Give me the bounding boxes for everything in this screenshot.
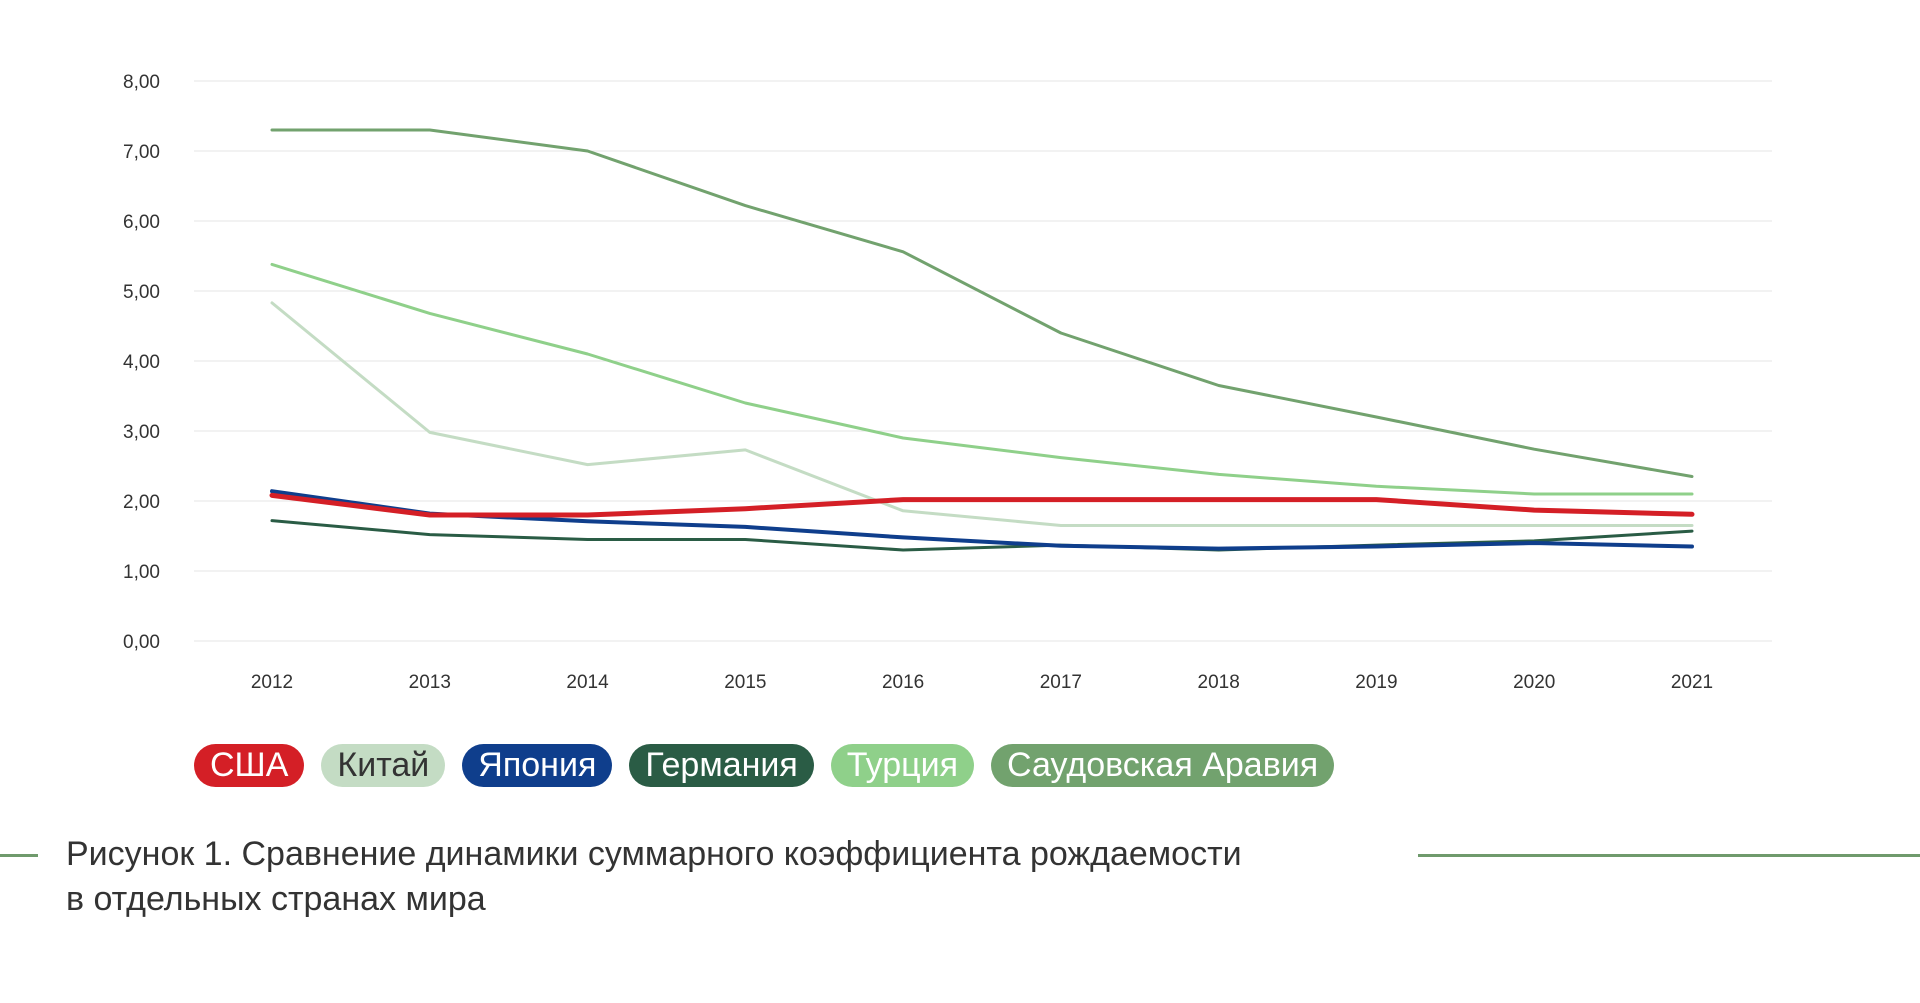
y-tick-label: 3,00 [123,422,160,443]
x-tick-label: 2016 [882,672,924,693]
line-chart: 0,00 1,00 2,00 3,00 4,00 5,00 6,00 7,00 8,00 201… [123,72,1772,693]
caption-rule-left [0,854,38,857]
y-tick-label: 6,00 [123,212,160,233]
x-tick-label: 2013 [409,672,451,693]
y-tick-label: 1,00 [123,562,160,583]
y-tick-label: 4,00 [123,352,160,373]
legend-item-Германия: Германия [629,744,814,787]
x-tick-label: 2018 [1198,672,1240,693]
legend-item-Турция: Турция [830,744,975,787]
chart-series-lines [269,128,1695,552]
chart-grid [194,80,1772,642]
figure-caption-line-2: в отдельных странах мира [66,880,486,918]
x-tick-label: 2012 [251,672,293,693]
x-tick-label: 2020 [1513,672,1555,693]
x-tick-label: 2014 [566,672,609,693]
y-tick-label: 5,00 [123,282,160,303]
x-tick-label: 2019 [1355,672,1397,693]
figure-caption: Рисунок 1. Сравнение динамики суммарного… [66,832,1406,922]
legend-item-Саудовская Аравия: Саудовская Аравия [991,744,1335,787]
x-tick-label: 2015 [724,672,766,693]
y-axis-ticks: 0,00 1,00 2,00 3,00 4,00 5,00 6,00 7,00 8,00 [123,72,160,653]
series-line-Турция [270,262,1694,496]
y-tick-label: 2,00 [123,492,160,513]
y-tick-label: 0,00 [123,632,160,653]
x-axis-ticks: 2012 2013 2014 2015 2016 2017 2018 2019 2020 2021 [251,672,1713,693]
series-line-Саудовская Аравия [270,128,1694,478]
y-tick-label: 8,00 [123,72,160,93]
legend-item-США: США [194,744,305,787]
chart-legend: США Китай Япония Германия Турция Саудовская А… [194,744,1335,787]
y-tick-label: 7,00 [123,142,160,163]
legend-item-Япония: Япония [462,744,613,787]
series-line-Китай [270,301,1694,527]
x-tick-label: 2021 [1671,672,1713,693]
series-line-США [269,492,1695,518]
legend-item-Китай: Китай [321,744,446,787]
figure-caption-line-1: Рисунок 1. Сравнение динамики суммарного… [66,835,1242,873]
caption-rule-right [1418,854,1920,857]
x-tick-label: 2017 [1040,672,1082,693]
